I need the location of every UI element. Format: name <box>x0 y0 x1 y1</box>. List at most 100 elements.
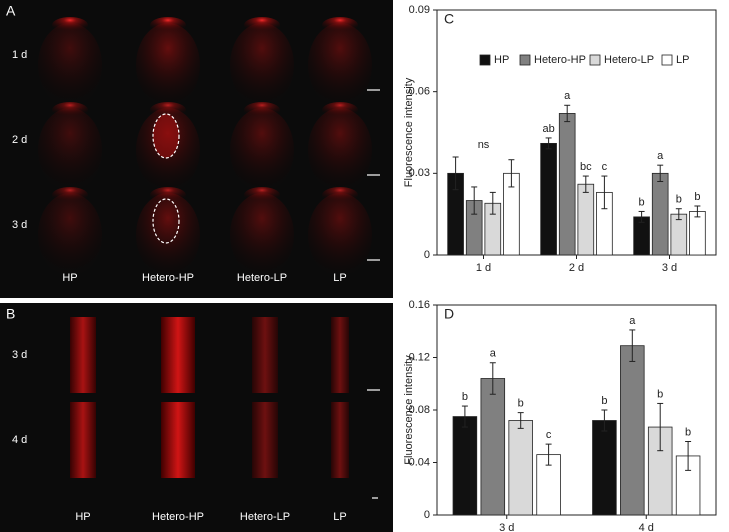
y-tick-label: 0.06 <box>409 86 430 98</box>
bar <box>620 345 645 516</box>
root-tip <box>230 108 294 192</box>
root-segment <box>70 317 96 393</box>
root-cap <box>244 187 280 203</box>
panel-label: C <box>444 11 454 27</box>
y-tick-label: 0.09 <box>409 4 430 16</box>
y-tick-label: 0.16 <box>409 299 430 311</box>
significance-label: bc <box>580 161 592 173</box>
region-outline <box>152 198 180 244</box>
significance-label: a <box>657 150 664 162</box>
root-segment <box>161 402 195 478</box>
error-bar <box>545 137 552 150</box>
bar <box>540 142 557 256</box>
error-bar <box>629 329 636 362</box>
row-label: 4 d <box>12 434 27 446</box>
plot-frame <box>436 304 717 516</box>
error-bar <box>452 156 459 191</box>
significance-label: ab <box>542 123 554 135</box>
legend-swatch <box>479 54 491 66</box>
row-label: 3 d <box>12 349 27 361</box>
legend-swatch <box>661 54 673 66</box>
error-bar <box>471 186 478 215</box>
x-tick-label: 1 d <box>476 262 491 274</box>
root-tip <box>38 23 102 107</box>
significance-label: b <box>685 426 691 438</box>
error-bar <box>545 443 552 466</box>
region-outline <box>152 113 180 159</box>
column-label: Hetero-LP <box>237 272 287 284</box>
root-cap <box>244 17 280 33</box>
error-bar <box>675 208 682 221</box>
root-segment <box>252 402 278 478</box>
x-tick-label: 3 d <box>662 262 677 274</box>
root-segment <box>161 317 195 393</box>
error-bar <box>657 164 664 182</box>
significance-label: c <box>546 429 552 441</box>
panel-label: B <box>6 306 15 322</box>
column-label: Hetero-HP <box>152 511 204 523</box>
error-bar <box>601 175 608 210</box>
x-tick-label: 2 d <box>569 262 584 274</box>
y-tick-label: 0 <box>424 249 430 261</box>
root-tip <box>308 23 372 107</box>
panel-label: A <box>6 3 16 19</box>
column-label: LP <box>333 272 346 284</box>
error-bar <box>564 104 571 123</box>
bar <box>670 213 688 256</box>
root-tip <box>38 193 102 277</box>
significance-label: b <box>601 395 607 407</box>
significance-label: a <box>490 348 497 360</box>
column-label: HP <box>62 272 77 284</box>
root-cap <box>150 187 186 203</box>
legend-swatch <box>519 54 531 66</box>
row-label: 1 d <box>12 49 27 61</box>
error-bar <box>489 191 496 215</box>
legend-label: Hetero-LP <box>604 54 654 66</box>
root-cap <box>322 187 358 203</box>
legend-swatch <box>589 54 601 66</box>
significance-label: a <box>629 315 636 327</box>
legend-label: LP <box>676 54 689 66</box>
significance-label: b <box>639 196 645 208</box>
bar <box>577 183 595 256</box>
significance-label: b <box>694 191 700 203</box>
error-bar <box>489 362 496 395</box>
root-cap <box>150 102 186 118</box>
root-tip <box>230 23 294 107</box>
group-label: ns <box>478 139 490 151</box>
significance-label: c <box>602 161 608 173</box>
root-tip <box>308 193 372 277</box>
root-cap <box>150 17 186 33</box>
bar <box>689 211 706 256</box>
root-cap <box>52 102 88 118</box>
bar <box>558 113 576 256</box>
root-cap <box>52 17 88 33</box>
bar <box>651 172 669 256</box>
column-label: Hetero-HP <box>142 272 194 284</box>
y-tick-label: 0 <box>424 509 430 521</box>
root-segment <box>252 317 278 393</box>
legend-label: Hetero-HP <box>534 54 586 66</box>
error-bar <box>582 175 589 193</box>
root-tip <box>136 193 200 277</box>
root-segment <box>331 317 349 393</box>
error-bar <box>694 205 701 218</box>
y-tick-label: 0.04 <box>409 456 430 468</box>
root-tip <box>230 193 294 277</box>
root-cap <box>52 187 88 203</box>
error-bar <box>685 441 692 471</box>
bar <box>508 420 533 516</box>
error-bar <box>657 402 664 452</box>
x-tick-label: 3 d <box>499 522 514 532</box>
y-tick-label: 0.03 <box>409 167 430 179</box>
bar <box>480 378 506 516</box>
root-tip <box>136 23 200 107</box>
y-tick-label: 0.08 <box>409 404 430 416</box>
column-label: HP <box>75 511 90 523</box>
column-label: LP <box>333 511 346 523</box>
significance-label: b <box>657 388 663 400</box>
root-cap <box>244 102 280 118</box>
y-axis-label: Fluorescence intensity <box>403 77 415 187</box>
root-segment <box>70 402 96 478</box>
